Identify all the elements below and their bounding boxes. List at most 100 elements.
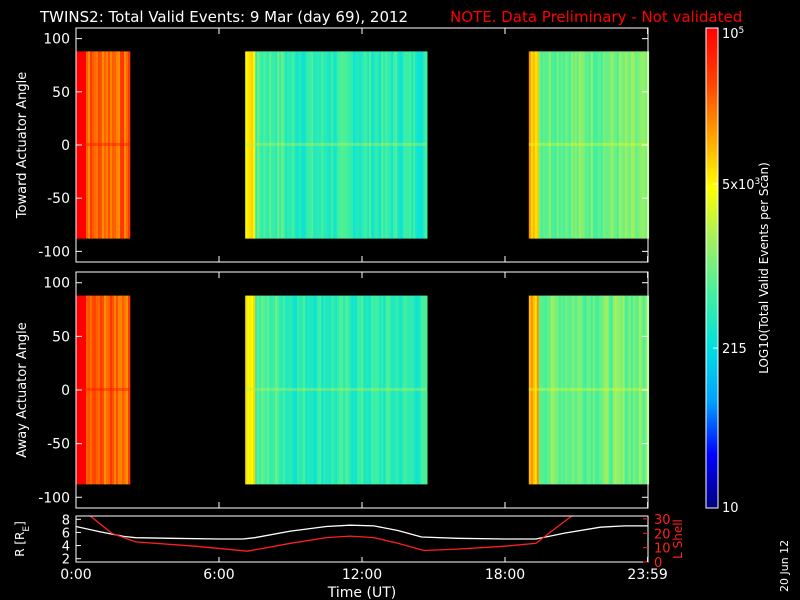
heatmap-cell [536, 51, 540, 239]
heatmap-cell [317, 295, 320, 485]
heatmap-cell [120, 295, 123, 485]
heatmap-cell [82, 295, 85, 485]
heatmap-cell [584, 51, 588, 239]
heatmap-cell [630, 51, 634, 239]
heatmap-cell [532, 295, 536, 485]
heatmap-cell [281, 295, 284, 485]
heatmap-cell [275, 295, 278, 485]
heatmap-cell [373, 295, 376, 485]
heatmap-cell [598, 295, 602, 485]
heatmap-cell [528, 51, 532, 239]
heatmap-cell [341, 295, 344, 485]
colorbar-tick-label: 5x103 [722, 177, 760, 193]
heatmap-cell [562, 51, 566, 239]
heatmap-cell [247, 295, 250, 485]
heatmap-cell [273, 51, 276, 239]
colorbar-tick-label: 10 [722, 501, 739, 516]
heatmap-cell [303, 51, 306, 239]
heatmap-cell [548, 295, 552, 485]
heatmap-cell [594, 51, 598, 239]
y-tick-label: 50 [52, 329, 70, 345]
heatmap-cell [287, 295, 290, 485]
heatmap-cell [375, 51, 378, 239]
heatmap-cell [94, 51, 97, 239]
heatmap-cell [313, 51, 316, 239]
heatmap-cell [572, 295, 576, 485]
heatmap-cell [359, 51, 362, 239]
x-tick-label: 6:00 [203, 567, 234, 583]
heatmap-cell [94, 295, 97, 485]
heatmap-cell [379, 51, 382, 239]
y-tick-label: -50 [47, 437, 70, 453]
heatmap-cell [305, 51, 308, 239]
y-tick-label: 100 [43, 276, 70, 292]
heatmap-cell [251, 295, 254, 485]
heatmap-cell [309, 51, 312, 239]
y-tick-label: -50 [47, 191, 70, 207]
heatmap-cell [110, 51, 113, 239]
heatmap-cell [584, 295, 588, 485]
heatmap-cell [287, 51, 290, 239]
heatmap-cell [327, 51, 330, 239]
heatmap-cell [369, 295, 372, 485]
radius-series-line [76, 524, 648, 540]
heatmap-cell [361, 295, 364, 485]
heatmap-cell [98, 51, 101, 239]
heatmap-cell [530, 295, 534, 485]
heatmap-cell [116, 295, 119, 485]
heatmap-cell [90, 51, 93, 239]
heatmap-cell [415, 295, 418, 485]
heatmap-cell [335, 51, 338, 239]
heatmap-cell [409, 51, 412, 239]
heatmap-cell [96, 51, 99, 239]
heatmap-cell [339, 51, 342, 239]
heatmap-cell [608, 295, 612, 485]
y-tick-label-right: 30 [654, 513, 671, 528]
heatmap-cell [391, 295, 394, 485]
y-tick-label: -100 [38, 490, 70, 506]
heatmap-cell [255, 295, 258, 485]
heatmap-cell [544, 295, 548, 485]
heatmap-cell [357, 295, 360, 485]
heatmap-cell [100, 295, 103, 485]
heatmap-cell [421, 295, 424, 485]
heatmap-cell [295, 51, 298, 239]
y-tick-label: 0 [61, 383, 70, 399]
heatmap-cell [401, 295, 404, 485]
heatmap-cell [606, 295, 610, 485]
heatmap-cell [263, 51, 266, 239]
heatmap-cell [606, 51, 610, 239]
heatmap-cell [293, 51, 296, 239]
heatmap-cell [106, 51, 109, 239]
heatmap-cell [259, 295, 262, 485]
heatmap-cell [88, 295, 91, 485]
heatmap-band [76, 142, 130, 146]
heatmap-cell [325, 295, 328, 485]
heatmap-cell [100, 51, 103, 239]
heatmap-cell [632, 295, 636, 485]
x-tick-label: 0:00 [60, 567, 91, 583]
heatmap-cell [624, 51, 628, 239]
heatmap-band [528, 142, 648, 146]
heatmap-cell [247, 51, 250, 239]
heatmap-cell [562, 295, 566, 485]
heatmap-cell [614, 51, 618, 239]
heatmap-cell [558, 295, 562, 485]
heatmap-cell [257, 51, 260, 239]
heatmap-cell [259, 51, 262, 239]
heatmap-cell [610, 295, 614, 485]
heatmap-cell [347, 51, 350, 239]
preliminary-note: NOTE. Data Preliminary - Not validated [450, 8, 742, 26]
heatmap-cell [614, 295, 618, 485]
heatmap-cell [301, 51, 304, 239]
heatmap-cell [263, 295, 266, 485]
heatmap-cell [548, 51, 552, 239]
heatmap-cell [397, 51, 400, 239]
heatmap-cell [401, 51, 404, 239]
heatmap-cell [568, 51, 572, 239]
heatmap-cell [387, 295, 390, 485]
lshell-series-line [89, 516, 573, 552]
heatmap-cell [389, 295, 392, 485]
heatmap-cell [576, 51, 580, 239]
heatmap-cell [542, 295, 546, 485]
